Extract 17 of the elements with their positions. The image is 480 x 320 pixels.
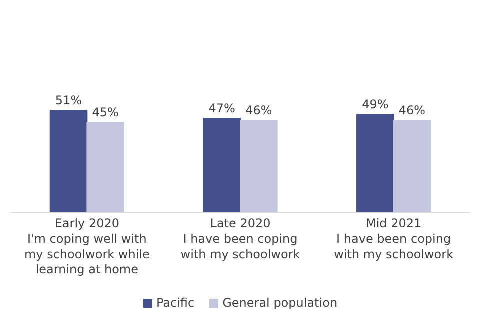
x-tick-label: Late 2020 I have been coping with my schoolwork <box>180 216 300 262</box>
data-label: 47% <box>208 102 236 116</box>
bar <box>86 122 124 214</box>
data-label: 46% <box>246 104 272 118</box>
bar <box>240 120 278 214</box>
data-label: 45% <box>92 106 119 120</box>
bar <box>393 120 432 214</box>
data-label: 46% <box>398 104 426 118</box>
data-label: 49% <box>362 98 389 112</box>
bar <box>50 110 88 214</box>
x-tick-label: Early 2020 I'm coping well with my schoolwork while learning at home <box>24 216 150 277</box>
legend-label: Pacific <box>156 296 195 310</box>
bar <box>203 118 241 214</box>
legend-label: General population <box>222 296 338 310</box>
data-label: 51% <box>55 94 82 108</box>
x-tick-label: Mid 2021 I have been coping with my schoolwork <box>334 216 454 262</box>
bar <box>356 114 394 214</box>
